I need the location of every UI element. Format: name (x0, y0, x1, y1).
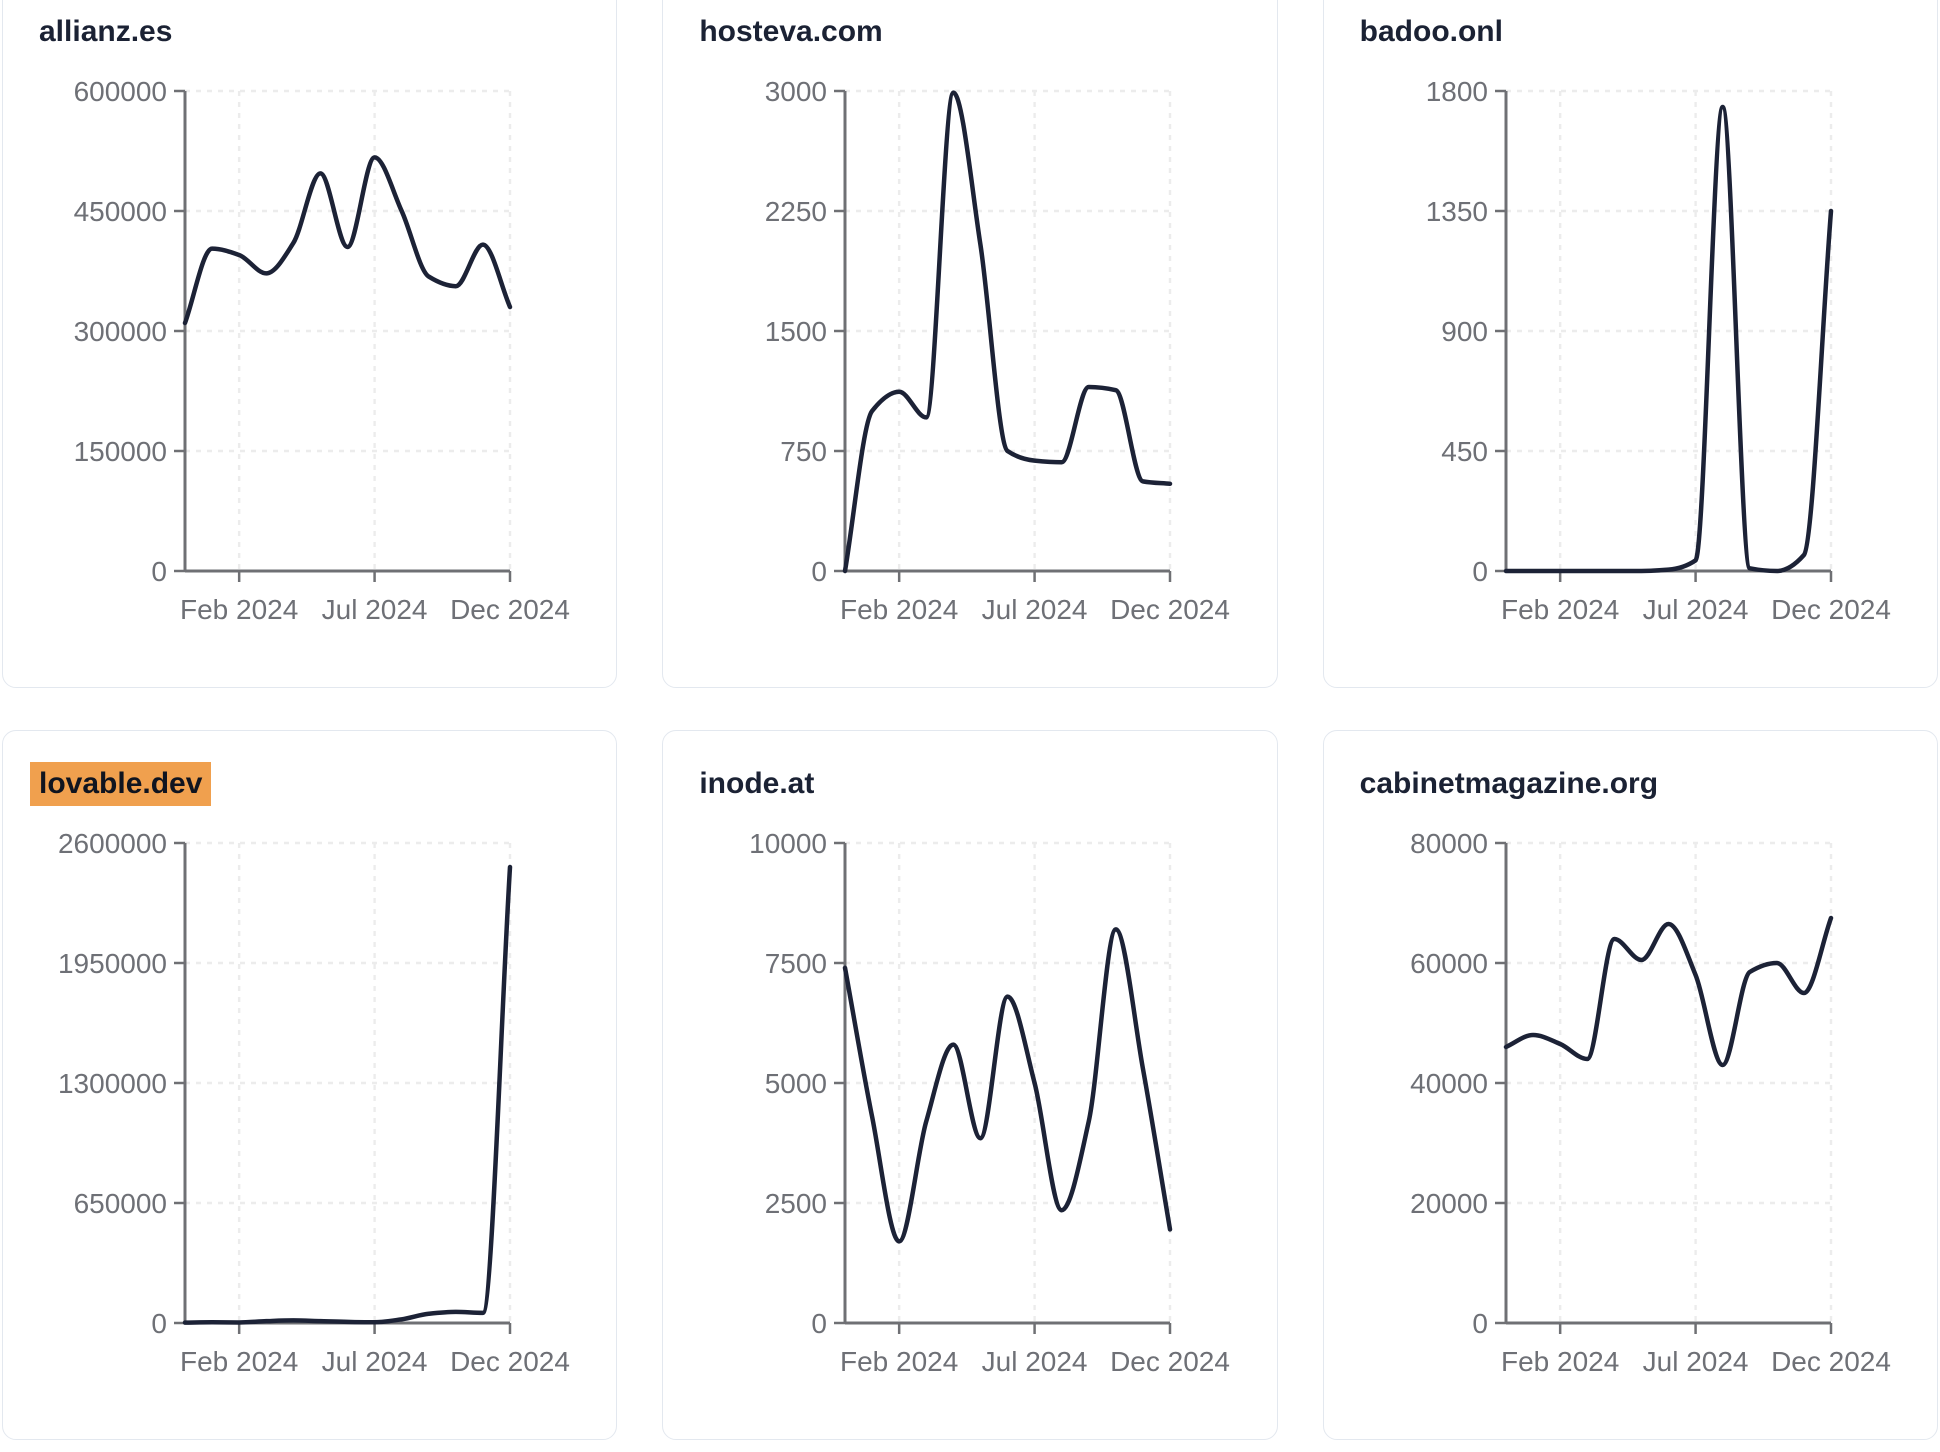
y-tick-label: 450000 (74, 196, 167, 227)
y-tick-label: 0 (812, 1308, 828, 1339)
y-tick-label: 450 (1441, 436, 1488, 467)
x-tick-label: Feb 2024 (180, 1346, 298, 1377)
x-tick-label: Feb 2024 (1501, 1346, 1619, 1377)
x-tick-label: Jul 2024 (1642, 1346, 1748, 1377)
chart-title: cabinetmagazine.org (1360, 765, 1901, 803)
x-tick-label: Feb 2024 (180, 594, 298, 625)
axes (174, 89, 512, 582)
y-tick-label: 2250 (765, 196, 827, 227)
y-tick-label: 20000 (1410, 1188, 1488, 1219)
y-tick-label: 600000 (74, 76, 167, 107)
y-tick-label: 1300000 (58, 1068, 167, 1099)
y-tick-label: 2600000 (58, 828, 167, 859)
y-tick-label: 1500 (765, 316, 827, 347)
chart-title: allianz.es (39, 13, 580, 51)
series-line (1503, 104, 1833, 574)
line-chart-cabinetmagazine-org: 0 20000 40000 60000 80000 Feb 2024 Jul 2024 Dec… (1410, 828, 1891, 1377)
gridlines (845, 841, 1172, 1323)
y-tick-label: 5000 (765, 1068, 827, 1099)
x-tick-label: Feb 2024 (1501, 594, 1619, 625)
chart-title-text: allianz.es (39, 15, 173, 48)
y-tick-label: 0 (812, 556, 828, 587)
y-tick-label: 0 (151, 556, 167, 587)
x-tick-label: Dec 2024 (1110, 1346, 1230, 1377)
axes (1494, 841, 1832, 1334)
gridlines (185, 89, 512, 571)
x-tick-label: Jul 2024 (982, 594, 1088, 625)
x-tick-label: Feb 2024 (840, 1346, 958, 1377)
chart-title: inode.at (699, 765, 1240, 803)
y-tick-label: 1950000 (58, 948, 167, 979)
tick-labels: 0 450 900 1350 1800 Feb 2024 Jul 2024 Dec 2024 (1425, 76, 1890, 625)
y-tick-label: 7500 (765, 948, 827, 979)
y-tick-label: 1350 (1425, 196, 1487, 227)
y-tick-label: 80000 (1410, 828, 1488, 859)
x-tick-label: Dec 2024 (1110, 594, 1230, 625)
chart-card-lovable-dev: lovable.dev 0 650000 1300000 1950000 2600000… (2, 730, 618, 1440)
chart-title-text: hosteva.com (699, 15, 883, 48)
axes (1494, 89, 1832, 582)
chart-card-allianz-es: allianz.es 0 150000 300000 450000 600000 Feb … (2, 0, 618, 688)
chart-card-hosteva-com: hosteva.com 0 750 1500 2250 3000 Feb 2024 Jul … (662, 0, 1278, 688)
line-chart-lovable-dev: 0 650000 1300000 1950000 2600000 Feb 2024 Jul … (58, 828, 570, 1377)
x-tick-label: Dec 2024 (1771, 1346, 1891, 1377)
series-line (182, 155, 513, 326)
y-tick-label: 3000 (765, 76, 827, 107)
y-tick-label: 10000 (749, 828, 827, 859)
series-line (1503, 915, 1833, 1068)
gridlines (1505, 841, 1832, 1323)
chart-title: hosteva.com (699, 13, 1240, 51)
y-tick-label: 0 (151, 1308, 167, 1339)
axes (834, 89, 1172, 582)
y-tick-label: 150000 (74, 436, 167, 467)
axes (834, 841, 1172, 1334)
tick-labels: 0 2500 5000 7500 10000 Feb 2024 Jul 2024 Dec 20… (749, 828, 1230, 1377)
line-chart-hosteva-com: 0 750 1500 2250 3000 Feb 2024 Jul 2024 Dec 2024 (765, 76, 1230, 625)
chart-card-badoo-onl: badoo.onl 0 450 900 1350 1800 Feb 2024 Jul 202… (1322, 0, 1938, 688)
y-tick-label: 0 (1472, 556, 1488, 587)
chart-title-text-highlighted: lovable.dev (30, 762, 212, 806)
tick-labels: 0 650000 1300000 1950000 2600000 Feb 2024 Jul … (58, 828, 570, 1377)
line-chart-allianz-es: 0 150000 300000 450000 600000 Feb 2024 Jul 202… (74, 76, 570, 625)
y-tick-label: 1800 (1425, 76, 1487, 107)
gridlines (1505, 89, 1832, 571)
x-tick-label: Dec 2024 (450, 1346, 570, 1377)
chart-title-text: badoo.onl (1359, 15, 1503, 48)
chart-title: badoo.onl (1360, 13, 1901, 51)
chart-title-text: cabinetmagazine.org (1359, 767, 1659, 800)
y-tick-label: 0 (1472, 1308, 1488, 1339)
chart-title-text: inode.at (699, 767, 815, 800)
series-line (182, 864, 513, 1325)
chart-title: lovable.dev (30, 762, 580, 806)
gridlines (845, 89, 1172, 571)
x-tick-label: Dec 2024 (1771, 594, 1891, 625)
x-tick-label: Dec 2024 (450, 594, 570, 625)
gridlines (185, 841, 512, 1323)
x-tick-label: Feb 2024 (840, 594, 958, 625)
y-tick-label: 40000 (1410, 1068, 1488, 1099)
tick-labels: 0 750 1500 2250 3000 Feb 2024 Jul 2024 Dec 2024 (765, 76, 1230, 625)
tick-labels: 0 150000 300000 450000 600000 Feb 2024 Jul 202… (74, 76, 570, 625)
y-tick-label: 750 (781, 436, 828, 467)
tick-labels: 0 20000 40000 60000 80000 Feb 2024 Jul 2024 Dec… (1410, 828, 1891, 1377)
y-tick-label: 300000 (74, 316, 167, 347)
axes (174, 841, 512, 1334)
series-line (843, 927, 1173, 1244)
line-chart-badoo-onl: 0 450 900 1350 1800 Feb 2024 Jul 2024 Dec 2024 (1425, 76, 1890, 625)
series-line (843, 90, 1173, 574)
y-tick-label: 900 (1441, 316, 1488, 347)
x-tick-label: Jul 2024 (982, 1346, 1088, 1377)
chart-card-inode-at: inode.at 0 2500 5000 7500 10000 Feb 2024 Jul 2… (662, 730, 1278, 1440)
line-chart-inode-at: 0 2500 5000 7500 10000 Feb 2024 Jul 2024 Dec 20… (749, 828, 1230, 1377)
chart-card-cabinetmagazine-org: cabinetmagazine.org 0 20000 40000 60000 8000… (1322, 730, 1938, 1440)
x-tick-label: Jul 2024 (322, 1346, 428, 1377)
y-tick-label: 650000 (74, 1188, 167, 1219)
x-tick-label: Jul 2024 (322, 594, 428, 625)
y-tick-label: 60000 (1410, 948, 1488, 979)
y-tick-label: 2500 (765, 1188, 827, 1219)
x-tick-label: Jul 2024 (1642, 594, 1748, 625)
